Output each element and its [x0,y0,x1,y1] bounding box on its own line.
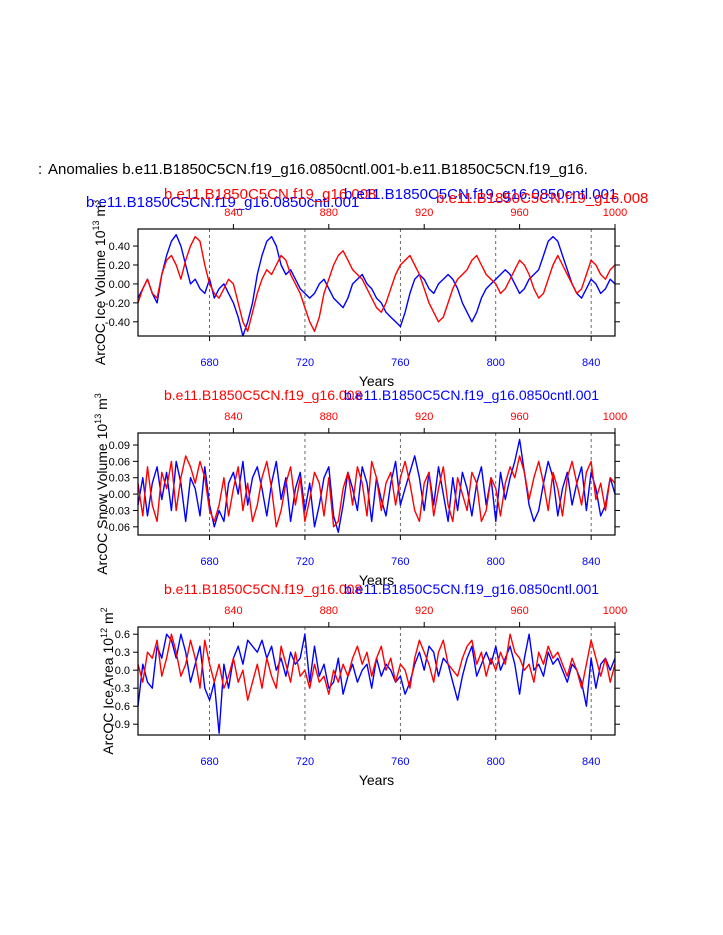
overlap-label-red-2: b.e11.B1850C5CN.f19_g16.008 [436,190,648,207]
x-tick-label-bottom: 760 [391,357,409,369]
y-tick-label: -0.9 [111,719,130,731]
plot-frame [137,228,616,337]
x-tick-label-top: 1000 [603,605,627,617]
y-tick-label: 0.3 [115,647,130,659]
y-tick-label: 0.06 [109,456,130,468]
reference-lines [209,627,592,735]
ice-area-panel: -0.9 -0.6 -0.3 0.0 0.3 0.6 680 720 760 800 840 840 8… [99,581,627,788]
y-tick-label: 0.03 [109,473,130,485]
y-axis-label-part: ArcOC Snow Volume 10 [94,424,110,575]
y-axis-label-part: m [92,205,108,221]
top-label-blue: b.e11.B1850C5CN.f19_g16.0850cntl.001 [344,387,599,403]
x-tick-label-bottom: 680 [200,556,218,568]
panels-group: -0.40 -0.20 0.00 0.20 0.40 680 720 760 800 840 840… [91,200,627,788]
x-tick-label-bottom: 800 [487,756,505,768]
y-tick-label: 0.0 [115,665,130,677]
series-line-008 [137,455,616,528]
y-tick-label: 0.40 [109,241,130,253]
x-tick-label-top: 880 [320,411,338,423]
x-tick-label-bottom: 720 [296,357,314,369]
x-tick-label-top: 1000 [603,207,627,219]
y-axis-label-part: 12 [99,628,109,638]
series-line-008 [137,235,616,332]
y-tick-label: -0.40 [105,317,130,329]
x-tick-label-bottom: 760 [391,556,409,568]
y-axis-label-part: 13 [91,220,101,230]
y-tick-label: -0.03 [105,505,130,517]
y-axis-label: ArcOC Ice Volume 1013 m3 [91,200,108,365]
x-tick-label-top: 920 [415,207,433,219]
x-tick-label-bottom: 760 [391,756,409,768]
figure-title: Anomalies b.e11.B1850C5CN.f19_g16.0850cn… [48,161,588,178]
top-label-blue: b.e11.B1850C5CN.f19_g16.0850cntl.001 [344,581,599,597]
y-axis-label-part: 13 [93,414,103,424]
x-tick-label-bottom: 680 [200,357,218,369]
series-line-control [137,233,616,337]
x-tick-label-top: 840 [224,411,242,423]
x-tick-label-top: 880 [320,207,338,219]
x-tick-label-top: 960 [510,207,528,219]
x-tick-label-bottom: 800 [487,556,505,568]
y-tick-label: -0.00 [105,489,130,501]
x-tick-label-top: 1000 [603,411,627,423]
x-tick-label-bottom: 800 [487,357,505,369]
y-axis-label-part: 3 [93,393,103,398]
plot-frame [137,432,616,536]
overlap-label-blue-2: b.e11.B1850C5CN.f19_g16.0850cntl.001 [344,186,617,203]
snow-volume-panel: -0.06 -0.03 -0.00 0.03 0.06 0.09 680 720 760 800 8… [93,387,627,588]
x-tick-label-top: 960 [510,411,528,423]
y-tick-label: -0.6 [111,701,130,713]
ice-volume-panel: -0.40 -0.20 0.00 0.20 0.40 680 720 760 800 840 840… [91,200,627,389]
top-label-red: b.e11.B1850C5CN.f19_g16.008 [164,581,362,597]
x-tick-label-top: 840 [224,207,242,219]
reference-lines [209,229,592,336]
x-axis-label: Years [359,572,394,588]
overlap-label-blue-1: b.e11.B1850C5CN.f19_g16.0850cntl.001 [86,194,359,211]
x-tick-label-top: 840 [224,605,242,617]
y-tick-label: 0.20 [109,260,130,272]
x-axis-label: Years [359,772,394,788]
series-line-008 [137,633,616,701]
x-tick-label-bottom: 720 [296,756,314,768]
x-tick-label-bottom: 840 [582,756,600,768]
overlap-label-red-1: b.e11.B1850C5CN.f19_g16.008 [164,186,376,203]
x-tick-label-top: 960 [510,605,528,617]
top-label-red: b.e11.B1850C5CN.f19_g16.008 [164,387,362,403]
y-tick-label: 0.09 [109,440,130,452]
y-axis-label-part: m [100,612,116,628]
y-tick-label: -0.20 [105,298,130,310]
y-tick-label: 0.6 [115,629,130,641]
x-tick-label-top: 920 [415,411,433,423]
y-axis-label-part: 3 [91,200,101,205]
x-tick-label-bottom: 680 [200,756,218,768]
x-tick-label-bottom: 720 [296,556,314,568]
x-tick-label-bottom: 840 [582,357,600,369]
y-axis-label-part: 2 [99,607,109,612]
x-tick-label-bottom: 840 [582,556,600,568]
y-tick-label: 0.00 [109,279,130,291]
title-fragment: : [38,161,42,178]
y-axis-label-part: m [94,398,110,414]
y-axis-label-part: ArcOC Ice Volume 10 [92,230,108,365]
x-tick-label-top: 880 [320,605,338,617]
y-axis-label: ArcOC Snow Volume 1013 m3 [93,393,110,575]
x-tick-label-top: 920 [415,605,433,617]
y-axis-label-part: ArcOC Ice Area 10 [100,638,116,755]
x-axis-label: Years [359,373,394,389]
y-tick-label: -0.06 [105,522,130,534]
y-axis-label: ArcOC Ice Area 1012 m2 [99,607,116,754]
plot-frame [137,626,616,736]
y-tick-label: -0.3 [111,683,130,695]
